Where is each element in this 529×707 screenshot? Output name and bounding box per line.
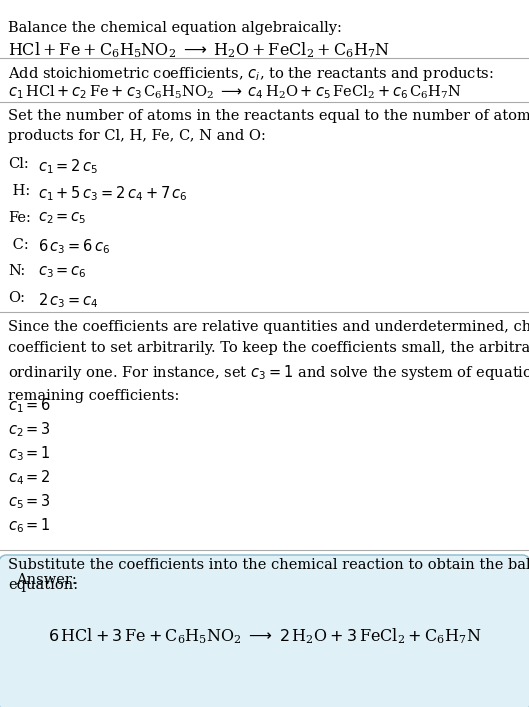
Text: $\mathregular{HCl + Fe + C_6H_5NO_2}$$\;\longrightarrow\;$$\mathregular{H_2O + F: $\mathregular{HCl + Fe + C_6H_5NO_2}$$\;… xyxy=(8,40,390,60)
Text: $6\,\mathregular{HCl} + 3\,\mathregular{Fe} + \mathregular{C_6H_5NO_2}\;\longrig: $6\,\mathregular{HCl} + 3\,\mathregular{… xyxy=(48,626,481,646)
Text: $c_3 = c_6$: $c_3 = c_6$ xyxy=(38,264,87,280)
Text: H:: H: xyxy=(8,184,30,198)
Text: $c_1 = 2\,c_5$: $c_1 = 2\,c_5$ xyxy=(38,157,98,175)
Text: Fe:: Fe: xyxy=(8,211,31,225)
Text: C:: C: xyxy=(8,238,29,252)
Text: $c_1 = 6$: $c_1 = 6$ xyxy=(8,396,51,414)
Text: Since the coefficients are relative quantities and underdetermined, choose a
coe: Since the coefficients are relative quan… xyxy=(8,320,529,403)
Text: N:: N: xyxy=(8,264,25,279)
Text: $c_6 = 1$: $c_6 = 1$ xyxy=(8,516,51,534)
Text: Cl:: Cl: xyxy=(8,157,29,171)
Text: Substitute the coefficients into the chemical reaction to obtain the balanced
eq: Substitute the coefficients into the che… xyxy=(8,558,529,592)
Text: Set the number of atoms in the reactants equal to the number of atoms in the
pro: Set the number of atoms in the reactants… xyxy=(8,109,529,144)
Text: $2\,c_3 = c_4$: $2\,c_3 = c_4$ xyxy=(38,291,99,310)
Text: $c_1 + 5\,c_3 = 2\,c_4 + 7\,c_6$: $c_1 + 5\,c_3 = 2\,c_4 + 7\,c_6$ xyxy=(38,184,188,202)
Text: $c_3 = 1$: $c_3 = 1$ xyxy=(8,444,51,462)
Text: $c_1\,\mathregular{HCl} + c_2\,\mathregular{Fe} + c_3\,\mathregular{C_6H_5NO_2}\: $c_1\,\mathregular{HCl} + c_2\,\mathregu… xyxy=(8,83,462,101)
Text: Add stoichiometric coefficients, $c_i$, to the reactants and products:: Add stoichiometric coefficients, $c_i$, … xyxy=(8,65,494,83)
FancyBboxPatch shape xyxy=(0,555,529,707)
Text: $c_2 = 3$: $c_2 = 3$ xyxy=(8,420,51,438)
Text: $6\,c_3 = 6\,c_6$: $6\,c_3 = 6\,c_6$ xyxy=(38,238,111,256)
Text: $c_5 = 3$: $c_5 = 3$ xyxy=(8,492,51,510)
Text: Answer:: Answer: xyxy=(16,573,77,587)
Text: Balance the chemical equation algebraically:: Balance the chemical equation algebraica… xyxy=(8,21,342,35)
Text: $c_2 = c_5$: $c_2 = c_5$ xyxy=(38,211,87,226)
Text: $c_4 = 2$: $c_4 = 2$ xyxy=(8,468,51,486)
Text: O:: O: xyxy=(8,291,25,305)
